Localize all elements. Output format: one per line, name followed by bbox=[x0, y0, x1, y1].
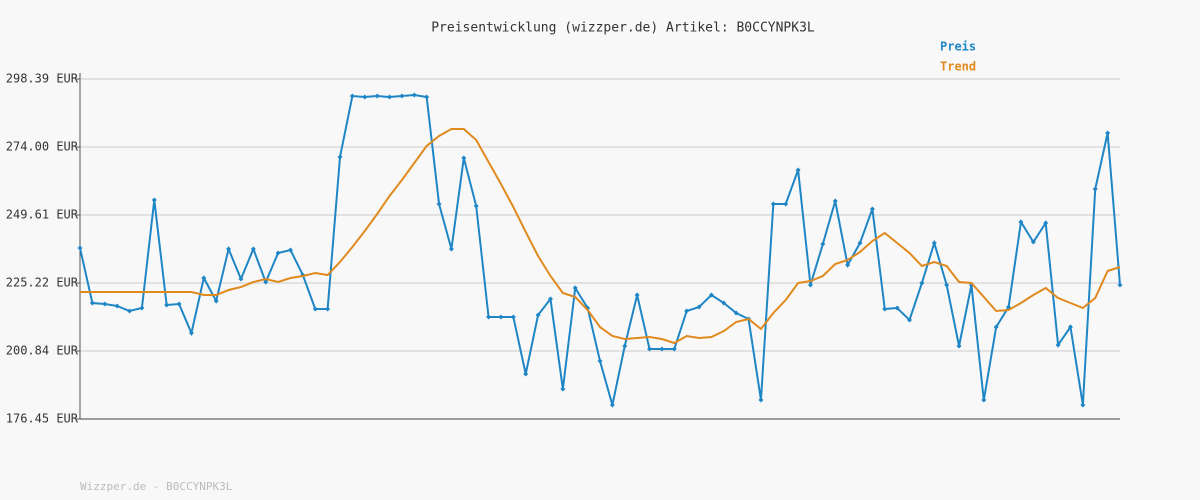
point-marker bbox=[696, 304, 702, 310]
point-marker bbox=[1080, 402, 1086, 408]
point-marker bbox=[931, 240, 937, 246]
point-marker bbox=[820, 241, 826, 247]
point-marker bbox=[226, 246, 232, 252]
point-marker bbox=[1030, 239, 1036, 245]
point-marker bbox=[473, 203, 479, 209]
point-marker bbox=[721, 300, 727, 306]
point-marker bbox=[869, 206, 875, 212]
point-marker bbox=[387, 94, 393, 100]
point-marker bbox=[795, 167, 801, 173]
point-marker bbox=[882, 306, 888, 312]
point-marker bbox=[275, 250, 281, 256]
series-line bbox=[79, 93, 1121, 406]
point-marker bbox=[547, 296, 553, 302]
point-marker bbox=[894, 305, 900, 311]
point-marker bbox=[510, 314, 516, 320]
point-marker bbox=[337, 154, 343, 160]
point-marker bbox=[486, 314, 492, 320]
point-marker bbox=[770, 201, 776, 207]
point-marker bbox=[213, 298, 219, 304]
series-line bbox=[80, 127, 1121, 345]
point-marker bbox=[1055, 342, 1061, 348]
point-marker bbox=[188, 330, 194, 336]
y-tick-label: 176.45 EUR bbox=[6, 412, 79, 426]
point-marker bbox=[535, 312, 541, 318]
y-tick-label: 274.00 EUR bbox=[6, 140, 79, 154]
point-marker bbox=[250, 246, 256, 252]
point-marker bbox=[287, 247, 293, 253]
point-marker bbox=[647, 346, 653, 352]
point-marker bbox=[708, 292, 714, 298]
point-marker bbox=[77, 245, 83, 251]
point-marker bbox=[164, 302, 170, 308]
point-marker bbox=[114, 303, 120, 309]
point-marker bbox=[151, 197, 157, 203]
point-marker bbox=[622, 343, 628, 349]
point-marker bbox=[263, 279, 269, 285]
point-marker bbox=[362, 94, 368, 100]
point-marker bbox=[1043, 220, 1049, 226]
point-marker bbox=[671, 346, 677, 352]
point-marker bbox=[139, 305, 145, 311]
point-marker bbox=[523, 371, 529, 377]
point-marker bbox=[659, 346, 665, 352]
point-marker bbox=[956, 343, 962, 349]
point-marker bbox=[857, 240, 863, 246]
point-marker bbox=[733, 310, 739, 316]
point-marker bbox=[448, 246, 454, 252]
point-marker bbox=[907, 317, 913, 323]
point-marker bbox=[597, 358, 603, 364]
point-marker bbox=[919, 280, 925, 286]
point-marker bbox=[560, 386, 566, 392]
point-marker bbox=[807, 282, 813, 288]
point-marker bbox=[238, 276, 244, 282]
point-marker bbox=[1105, 130, 1111, 136]
y-tick-label: 249.61 EUR bbox=[6, 208, 79, 222]
point-marker bbox=[461, 155, 467, 161]
point-marker bbox=[783, 201, 789, 207]
point-marker bbox=[1067, 324, 1073, 330]
point-marker bbox=[758, 397, 764, 403]
point-marker bbox=[411, 92, 417, 98]
chart-title: Preisentwicklung (wizzper.de) Artikel: B… bbox=[431, 21, 815, 36]
point-marker bbox=[436, 201, 442, 207]
point-marker bbox=[1018, 219, 1024, 225]
y-tick-label: 225.22 EUR bbox=[6, 276, 79, 290]
point-marker bbox=[201, 275, 207, 281]
point-marker bbox=[498, 314, 504, 320]
point-marker bbox=[684, 308, 690, 314]
point-marker bbox=[176, 301, 182, 307]
y-tick-label: 298.39 EUR bbox=[6, 72, 79, 86]
point-marker bbox=[993, 324, 999, 330]
point-marker bbox=[399, 93, 405, 99]
y-tick-label: 200.84 EUR bbox=[6, 343, 79, 357]
point-marker bbox=[634, 292, 640, 298]
point-marker bbox=[127, 308, 133, 314]
point-marker bbox=[944, 282, 950, 288]
legend-entry: Preis bbox=[940, 40, 976, 54]
point-marker bbox=[374, 93, 380, 99]
point-marker bbox=[845, 262, 851, 268]
legend-entry: Trend bbox=[940, 60, 976, 74]
point-marker bbox=[89, 300, 95, 306]
point-marker bbox=[981, 397, 987, 403]
point-marker bbox=[1117, 282, 1123, 288]
point-marker bbox=[102, 301, 108, 307]
point-marker bbox=[424, 94, 430, 100]
point-marker bbox=[609, 402, 615, 408]
point-marker bbox=[325, 306, 331, 312]
point-marker bbox=[349, 93, 355, 99]
point-marker bbox=[572, 285, 578, 291]
point-marker bbox=[1092, 186, 1098, 192]
point-marker bbox=[832, 198, 838, 204]
point-marker bbox=[312, 306, 318, 312]
footer: Wizzper.de - B0CCYNPK3L bbox=[80, 480, 233, 493]
